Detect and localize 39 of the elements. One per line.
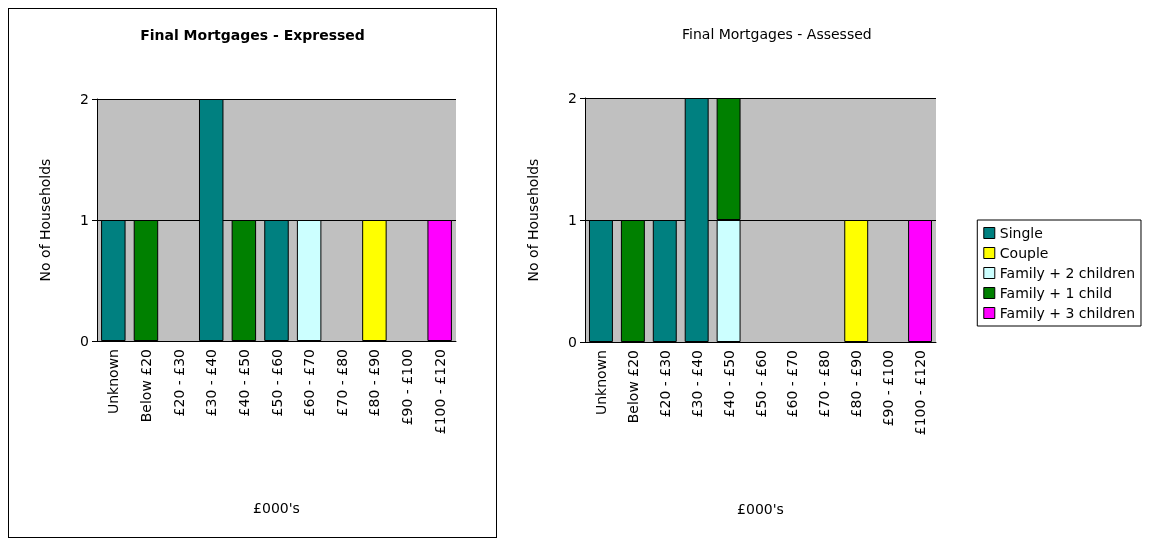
y-tick-label: 1 — [568, 212, 577, 228]
x-tick-label: Below £20 — [137, 349, 154, 423]
chart-title: Final Mortgages - Expressed — [140, 27, 365, 43]
y-tick-label: 1 — [80, 212, 89, 228]
chart-title: Final Mortgages - Assessed — [682, 26, 872, 42]
x-tick-label: Below £20 — [624, 350, 641, 424]
legend-label: Family + 3 children — [999, 305, 1136, 321]
x-tick-label: £50 - £60 — [752, 350, 769, 418]
x-tick-label: £40 - £50 — [720, 350, 737, 418]
x-tick-label: £20 - £30 — [170, 349, 187, 417]
x-tick-label: £80 - £90 — [366, 349, 383, 417]
x-tick-label: £30 - £40 — [688, 350, 705, 418]
legend-label: Family + 2 children — [999, 265, 1136, 281]
x-tick-label: £80 - £90 — [848, 350, 865, 418]
y-tick-label: 0 — [80, 333, 89, 349]
x-tick-label: £100 - £120 — [912, 350, 929, 436]
x-tick-label: £70 - £80 — [816, 350, 833, 418]
y-axis-title: No of Households — [37, 158, 53, 282]
x-tick-label: £60 - £70 — [784, 350, 801, 418]
x-tick-label: £60 - £70 — [301, 349, 318, 417]
x-tick-label: £90 - £100 — [880, 350, 897, 427]
y-tick-label: 0 — [568, 334, 577, 350]
y-tick-label: 2 — [80, 91, 89, 107]
x-tick-label: Unknown — [592, 350, 609, 415]
x-tick-label: £40 - £50 — [235, 349, 252, 417]
y-axis-title: No of Households — [525, 158, 541, 282]
x-tick-label: £100 - £120 — [431, 349, 448, 435]
x-tick-label: Unknown — [105, 349, 122, 414]
legend-label: Couple — [999, 245, 1049, 261]
x-tick-label: £70 - £80 — [333, 349, 350, 417]
y-tick-label: 2 — [568, 90, 577, 106]
x-tick-label: £20 - £30 — [656, 350, 673, 418]
x-tick-label: £30 - £40 — [203, 349, 220, 417]
legend-label: Family + 1 child — [999, 285, 1113, 301]
x-axis-title: £000's — [253, 500, 300, 516]
x-tick-label: £90 - £100 — [399, 349, 416, 426]
x-tick-label: £50 - £60 — [268, 349, 285, 417]
legend-label: Single — [999, 225, 1043, 241]
x-axis-title: £000's — [737, 501, 784, 517]
